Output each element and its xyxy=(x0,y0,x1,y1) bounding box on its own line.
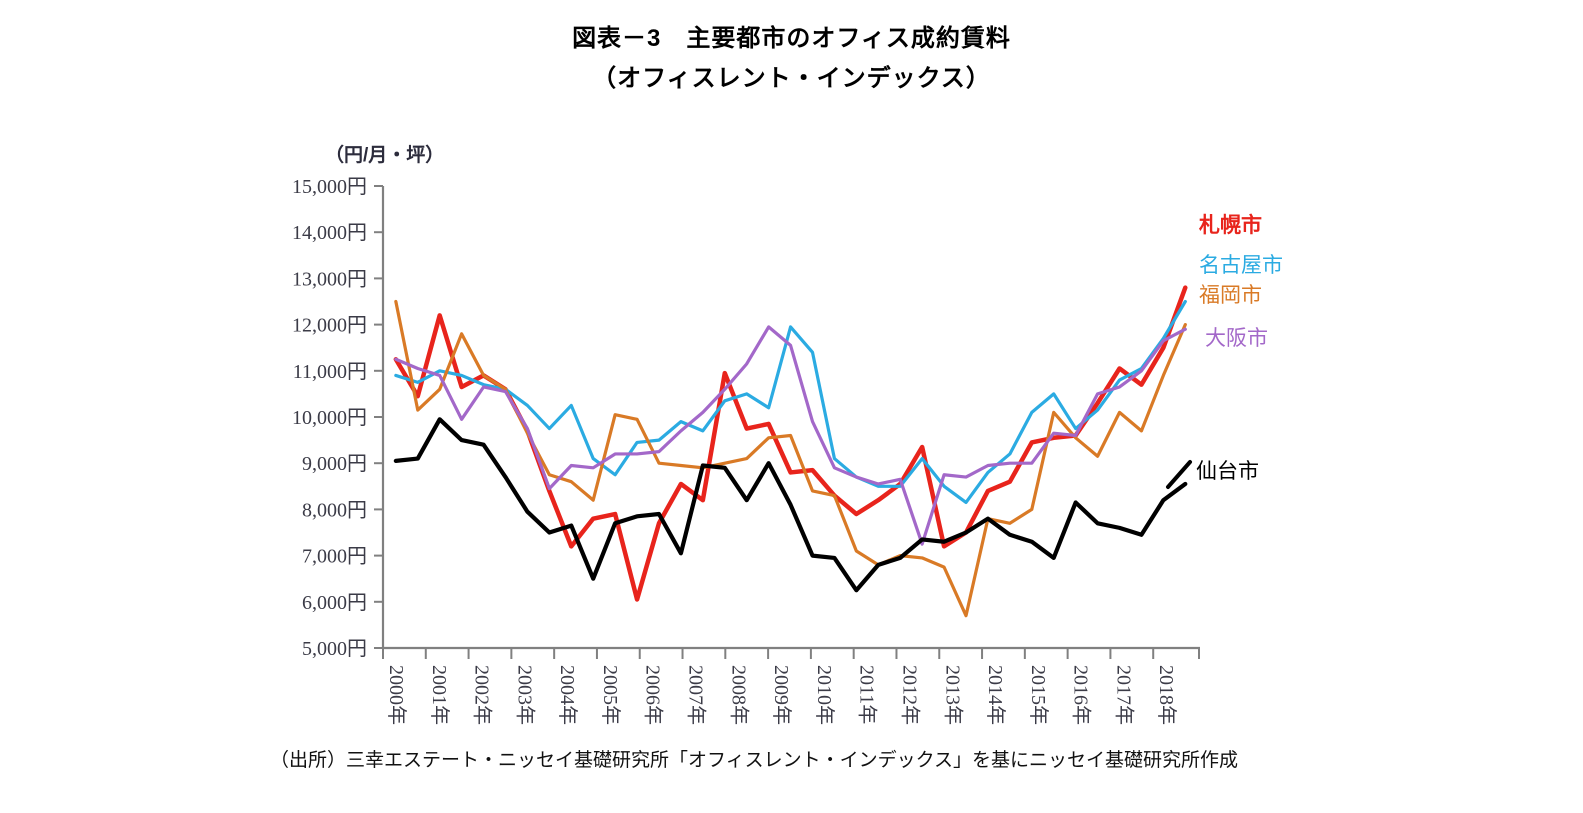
y-tick-label: 10,000円 xyxy=(292,407,367,429)
chart-title-block: 図表－3 主要都市のオフィス成約賃料 （オフィスレント・インデックス） xyxy=(0,22,1583,96)
x-tick-label: 2008年 xyxy=(727,665,750,725)
x-tick-label: 2018年 xyxy=(1155,665,1178,725)
x-tick-label: 2014年 xyxy=(984,665,1007,725)
y-tick-label: 12,000円 xyxy=(292,315,367,337)
series-line-大阪市 xyxy=(394,325,1187,546)
page-title: 図表－3 主要都市のオフィス成約賃料 xyxy=(572,25,1011,52)
x-tick-label: 2011年 xyxy=(856,665,879,724)
x-tick-label: 2004年 xyxy=(556,665,579,725)
series-line-仙台市 xyxy=(393,417,1188,593)
legend-label-sendai: 仙台市 xyxy=(1196,460,1259,483)
y-axis-unit-label: （円/月・坪） xyxy=(325,145,445,166)
x-tick-label: 2006年 xyxy=(642,665,665,725)
x-tick-label: 2007年 xyxy=(685,665,708,725)
legend-label-sapporo: 札幌市 xyxy=(1199,214,1262,237)
legend-label-nagoya: 名古屋市 xyxy=(1199,254,1283,277)
y-tick-label: 8,000円 xyxy=(302,499,367,521)
sendai-leader-line xyxy=(1166,460,1192,489)
y-tick-label: 14,000円 xyxy=(292,222,367,244)
x-tick-label: 2001年 xyxy=(428,665,451,725)
x-tick-label: 2002年 xyxy=(471,665,494,725)
x-tick-label: 2003年 xyxy=(513,665,536,725)
y-tick-label: 13,000円 xyxy=(292,268,367,290)
y-tick-label: 9,000円 xyxy=(302,453,367,475)
x-tick-label: 2010年 xyxy=(813,665,836,725)
x-tick-label: 2016年 xyxy=(1070,665,1093,725)
series-line-札幌市 xyxy=(393,285,1188,602)
x-tick-label: 2009年 xyxy=(770,665,793,725)
x-tick-label: 2013年 xyxy=(941,665,964,725)
series-line-名古屋市 xyxy=(394,299,1187,505)
y-tick-label: 6,000円 xyxy=(302,592,367,614)
source-note: （出所）三幸エステート・ニッセイ基礎研究所「オフィスレント・インデックス」を基に… xyxy=(270,750,1239,771)
y-tick-label: 5,000円 xyxy=(302,638,367,660)
x-tick-label: 2005年 xyxy=(599,665,622,725)
x-tick-label: 2015年 xyxy=(1027,665,1050,725)
x-tick-label: 2017年 xyxy=(1112,665,1135,725)
chart-subtitle: （オフィスレント・インデックス） xyxy=(592,65,991,92)
y-tick-label: 7,000円 xyxy=(302,546,367,568)
y-tick-label: 11,000円 xyxy=(293,361,367,383)
x-tick-label: 2012年 xyxy=(898,665,921,725)
legend-label-fukuoka: 福岡市 xyxy=(1199,284,1262,307)
legend-label-osaka: 大阪市 xyxy=(1205,327,1268,350)
x-tick-label: 2000年 xyxy=(385,665,408,725)
y-tick-label: 15,000円 xyxy=(292,176,367,198)
